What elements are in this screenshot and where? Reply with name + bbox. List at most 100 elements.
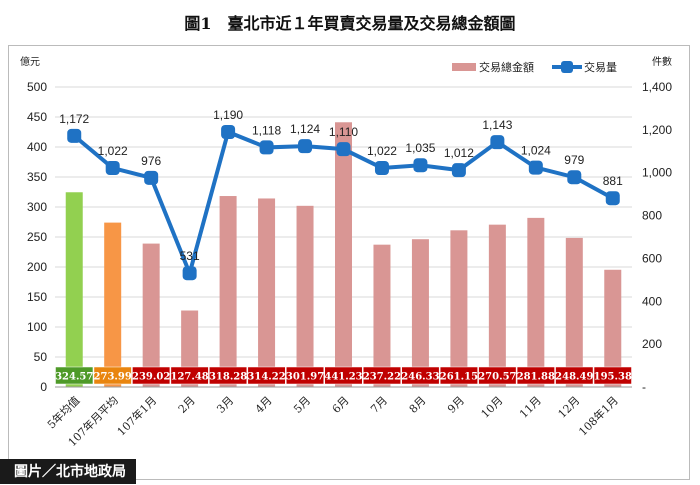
bar-value-label: 127.48 [170,372,208,383]
line-value-label: 1,124 [290,122,320,136]
bar-value-box [209,366,248,385]
left-tick-label: 350 [27,170,47,184]
x-tick-label: 7月 [368,394,390,416]
bar [488,224,506,387]
bar-value-label: 270.57 [478,372,516,383]
line-point [298,139,313,154]
line-point [144,170,159,185]
line-value-label: 1,012 [444,146,474,160]
bar-value-box [286,366,325,385]
line-point [605,191,620,206]
line-point [67,128,82,143]
line-point [528,160,543,175]
bar-value-box [478,366,517,385]
bar-value-box [593,366,632,385]
line-value-label: 1,172 [59,112,89,126]
bar [527,217,545,387]
right-tick-label: 600 [642,251,662,265]
right-tick-label: 1,400 [642,80,672,94]
x-tick-label: 5月 [291,394,313,416]
chart-frame [8,45,690,480]
right-tick-label: 1,000 [642,166,672,180]
line-point [451,163,466,178]
line-value-label: 979 [564,153,584,167]
line-value-label: 531 [180,249,200,263]
image-credit: 圖片／北市地政局 [0,459,136,484]
x-tick-label: 12月 [556,394,583,421]
bar-value-label: 441.23 [324,372,362,383]
right-tick-label: 200 [642,337,662,351]
left-tick-label: 450 [27,110,47,124]
legend-bar-label: 交易總金額 [479,60,534,74]
bar-value-label: 261.15 [440,372,478,383]
bar-value-label: 195.38 [594,372,632,383]
line-value-label: 1,035 [405,141,435,155]
left-tick-label: 150 [27,290,47,304]
left-tick-label: 250 [27,230,47,244]
line-value-label: 1,110 [329,125,358,139]
x-tick-label: 108年1月 [576,393,621,438]
bar-value-label: 248.49 [555,372,593,383]
right-tick-label: 800 [642,209,662,223]
right-tick-label: 400 [642,294,662,308]
x-tick-label: 9月 [445,394,467,416]
left-tick-label: 300 [27,200,47,214]
left-tick-label: 50 [34,350,48,364]
bar [219,196,237,387]
bar-value-box [555,366,594,385]
x-tick-label: 2月 [176,394,198,416]
line-point [182,266,197,281]
chart-title: 圖1 臺北市近１年買賣交易量及交易總金額圖 [184,14,516,33]
right-tick-label: 1,200 [642,123,672,137]
bar-value-box [55,366,94,385]
line-point [336,142,351,157]
bar [565,237,583,387]
legend-bar-swatch [452,63,476,71]
bar [296,205,314,387]
bar [258,198,276,387]
x-tick-label: 8月 [407,394,429,416]
bar-value-box [132,366,171,385]
bar-value-box [516,366,555,385]
bar [335,122,352,388]
bar-value-label: 237.22 [363,372,401,383]
legend-line-marker [561,61,573,73]
x-tick-label: 107年1月 [114,393,159,438]
line-value-label: 881 [603,174,623,188]
bar-value-box [401,366,440,385]
line-point [490,135,505,150]
line-value-label: 1,143 [482,118,512,132]
right-tick-label: - [642,380,646,394]
x-tick-label: 5年均值 [44,393,82,431]
left-axis-unit: 億元 [20,55,40,68]
bar-value-label: 273.99 [94,372,132,383]
line-point [374,161,389,175]
x-tick-label: 6月 [330,394,352,416]
line-point [221,125,236,139]
left-tick-label: 100 [27,320,47,334]
left-tick-label: 500 [27,80,47,94]
line-point [567,170,582,185]
bar-value-label: 246.33 [401,372,439,383]
x-tick-label: 11月 [517,394,544,421]
x-tick-label: 3月 [214,394,236,416]
line-value-label: 1,024 [521,144,551,158]
line-point [259,140,274,155]
left-tick-label: 200 [27,260,47,274]
right-axis-unit: 件數 [652,55,672,68]
bar [411,239,429,387]
bar [142,243,160,387]
bar-value-label: 324.57 [55,372,93,383]
line-value-label: 1,118 [252,123,281,137]
left-tick-label: 400 [27,140,47,154]
line-value-label: 976 [141,154,161,168]
line-point [413,158,428,173]
bar-value-box [324,366,363,385]
bar-value-box [362,366,401,385]
bar-value-box [247,366,286,385]
bar-value-box [439,366,478,385]
bar-value-label: 318.28 [209,372,247,383]
legend-line-label: 交易量 [584,60,617,74]
bar-value-label: 301.97 [286,372,324,383]
